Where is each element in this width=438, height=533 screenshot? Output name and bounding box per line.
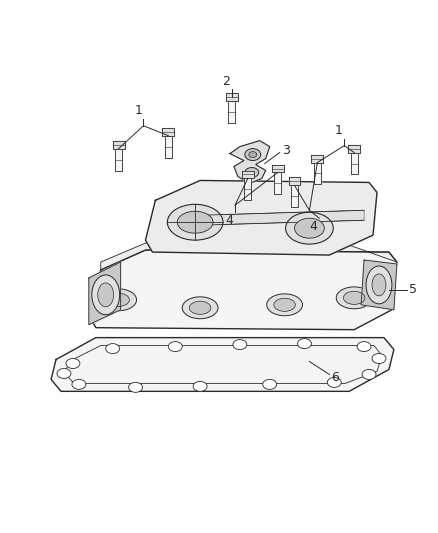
Ellipse shape <box>297 338 311 349</box>
Polygon shape <box>51 337 394 391</box>
Polygon shape <box>165 136 172 158</box>
Ellipse shape <box>98 283 114 307</box>
Polygon shape <box>351 152 357 174</box>
Ellipse shape <box>267 294 303 316</box>
Polygon shape <box>289 177 300 185</box>
Ellipse shape <box>168 342 182 352</box>
Polygon shape <box>230 141 270 183</box>
Text: 4: 4 <box>225 214 233 227</box>
Ellipse shape <box>66 359 80 368</box>
Polygon shape <box>272 165 283 173</box>
Ellipse shape <box>372 353 386 364</box>
Ellipse shape <box>167 204 223 240</box>
Ellipse shape <box>357 342 371 352</box>
Ellipse shape <box>372 274 386 296</box>
Ellipse shape <box>57 368 71 378</box>
Text: 5: 5 <box>409 284 417 296</box>
Polygon shape <box>348 144 360 152</box>
Ellipse shape <box>182 297 218 319</box>
Text: 6: 6 <box>331 371 339 384</box>
Ellipse shape <box>101 289 137 311</box>
Polygon shape <box>226 93 238 101</box>
Ellipse shape <box>274 298 295 311</box>
Ellipse shape <box>245 149 261 160</box>
Text: 1: 1 <box>334 124 342 136</box>
Ellipse shape <box>92 275 120 315</box>
Polygon shape <box>242 171 254 179</box>
Ellipse shape <box>366 266 392 304</box>
Polygon shape <box>200 211 364 225</box>
Ellipse shape <box>343 291 365 304</box>
Text: 4: 4 <box>310 220 318 233</box>
Ellipse shape <box>106 344 120 353</box>
Polygon shape <box>115 149 122 171</box>
Polygon shape <box>361 260 397 310</box>
Text: 2: 2 <box>222 75 230 88</box>
Polygon shape <box>311 155 323 163</box>
Ellipse shape <box>245 167 259 177</box>
Ellipse shape <box>249 151 257 158</box>
Polygon shape <box>162 128 174 136</box>
Ellipse shape <box>72 379 86 389</box>
Ellipse shape <box>327 377 341 387</box>
Ellipse shape <box>189 301 211 314</box>
Ellipse shape <box>263 379 277 389</box>
Ellipse shape <box>108 293 129 306</box>
Ellipse shape <box>193 382 207 391</box>
Text: 1: 1 <box>134 104 142 117</box>
Polygon shape <box>89 262 120 325</box>
Polygon shape <box>89 250 397 330</box>
Ellipse shape <box>129 382 142 392</box>
Polygon shape <box>291 185 298 207</box>
Polygon shape <box>314 163 321 184</box>
Ellipse shape <box>362 369 376 379</box>
Polygon shape <box>229 101 235 123</box>
Polygon shape <box>274 173 281 195</box>
Ellipse shape <box>336 287 372 309</box>
Ellipse shape <box>177 211 213 233</box>
Ellipse shape <box>286 212 333 244</box>
Ellipse shape <box>233 340 247 350</box>
Polygon shape <box>113 141 124 149</box>
Polygon shape <box>145 181 377 255</box>
Polygon shape <box>101 243 397 270</box>
Ellipse shape <box>294 218 324 238</box>
Text: 3: 3 <box>282 144 290 157</box>
Polygon shape <box>244 179 251 200</box>
